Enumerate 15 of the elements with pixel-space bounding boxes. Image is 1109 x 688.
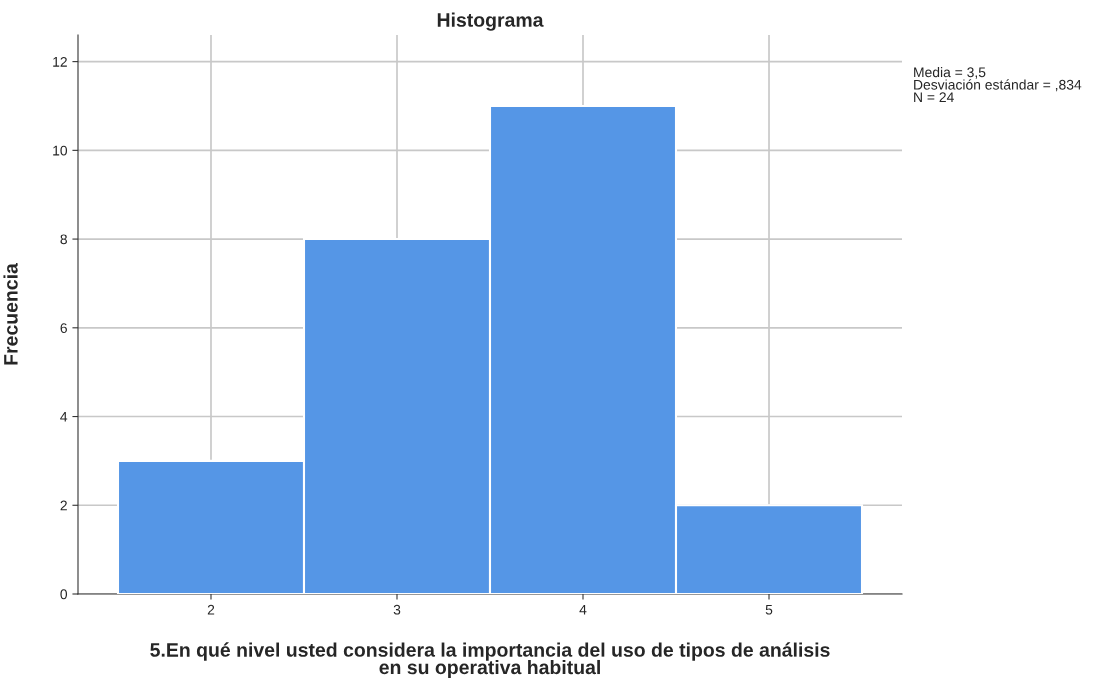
y-tick-label: 8 [60,234,67,245]
y-tick-label: 0 [60,589,68,600]
y-tick-label: 2 [60,500,67,511]
x-tick-label: 4 [579,604,587,615]
x-tick-label: 5 [765,604,773,615]
text: Media = 3,5 Desviación estándar = ,834 N = 24 [914,67,1082,102]
x-tick-label: 3 [393,604,401,615]
chart-title: Histograma [437,12,544,31]
y-axis-title: Frecuencia [3,263,18,365]
x-tick-label: 2 [207,604,215,615]
y-tick-label: 12 [53,56,67,67]
y-tick-label: 6 [60,323,67,333]
y-tick-label: 4 [60,412,68,422]
y-tick-label: 10 [53,145,68,156]
x-axis-title: 5.En qué nivel usted considera la importancia del uso de tipos de análisis en su operativa habitual [150,642,830,679]
